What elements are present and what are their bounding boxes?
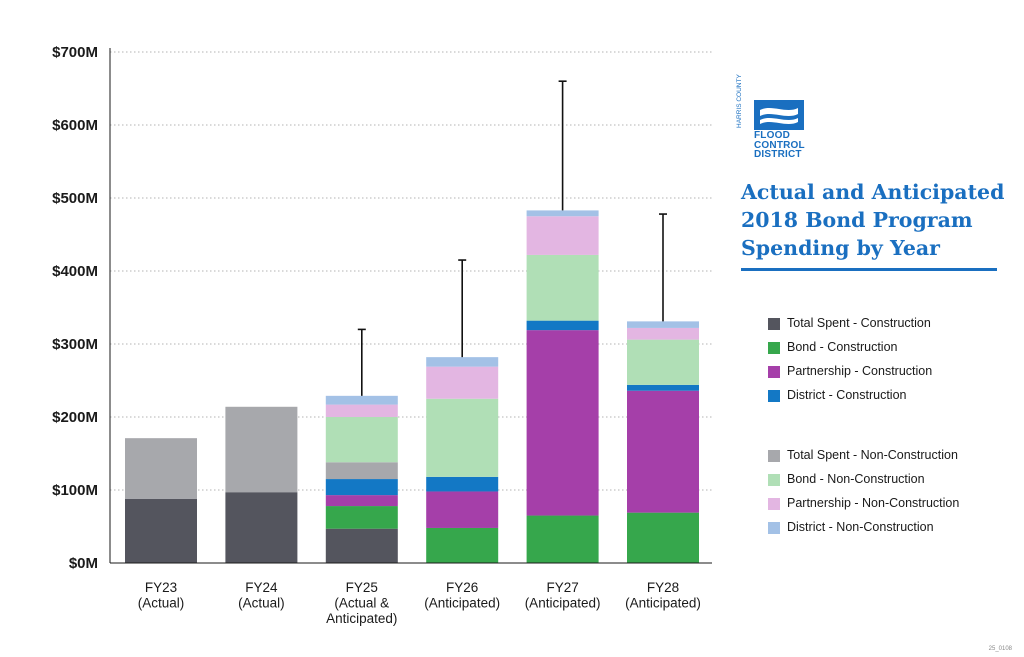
bar-segment xyxy=(225,406,298,493)
bar-segment xyxy=(325,479,398,496)
logo-wordmark: FLOOD CONTROL DISTRICT xyxy=(754,130,805,160)
bar-segment xyxy=(426,527,499,563)
bar-segment xyxy=(627,390,699,513)
title-divider xyxy=(741,268,997,271)
legend-label: Total Spent - Non-Construction xyxy=(787,448,958,462)
bar-segment xyxy=(426,491,499,528)
bar-chart: $0M $100M $200M $300M $400M $500M $600M $700M FY… xyxy=(52,44,712,626)
legend-label: Partnership - Construction xyxy=(787,364,933,378)
legend-swatch xyxy=(768,366,780,378)
bar-segment xyxy=(426,357,499,367)
bar-segment xyxy=(526,515,599,563)
bar-segment xyxy=(325,495,398,507)
legend-swatch xyxy=(768,390,780,402)
bar-segment xyxy=(325,462,398,480)
bar-segment xyxy=(627,339,699,385)
legend-swatch xyxy=(768,450,780,462)
bar-segment xyxy=(325,506,398,529)
logo-county-text: HARRIS COUNTY xyxy=(736,74,743,128)
bar-segment xyxy=(325,417,398,463)
bar-segment xyxy=(325,404,398,417)
y-tick-label: $400M xyxy=(52,263,98,280)
legend-swatch xyxy=(768,498,780,510)
x-tick-label: FY25 (Actual & Anticipated) xyxy=(326,580,397,626)
bar-segment xyxy=(627,512,699,563)
legend-label: Partnership - Non-Construction xyxy=(787,496,960,510)
legend-label: District - Construction xyxy=(787,388,907,402)
bar-segment xyxy=(526,210,599,217)
legend-swatch xyxy=(768,342,780,354)
bar-segment xyxy=(526,216,599,255)
y-tick-label: $200M xyxy=(52,409,98,426)
bar-segment xyxy=(627,327,699,340)
y-tick-label: $700M xyxy=(52,44,98,61)
y-tick-label: $300M xyxy=(52,336,98,353)
legend-label: Bond - Construction xyxy=(787,340,898,354)
bar-segment xyxy=(325,395,398,405)
x-tick-label: FY28 (Anticipated) xyxy=(625,580,701,611)
bar-segment xyxy=(526,320,599,331)
legend-label: Bond - Non-Construction xyxy=(787,472,925,486)
bar-segment xyxy=(526,254,599,321)
x-tick-label: FY23 (Actual) xyxy=(138,580,185,611)
bar-segment xyxy=(426,366,499,399)
chart-title: Actual and Anticipated 2018 Bond Program… xyxy=(741,180,1005,260)
x-tick-label: FY26 (Anticipated) xyxy=(424,580,500,611)
y-tick-label: $600M xyxy=(52,117,98,134)
flood-control-logo-icon xyxy=(742,100,804,170)
bar-segment xyxy=(225,492,298,563)
y-tick-label: $0M xyxy=(69,555,98,572)
legend-label: Total Spent - Construction xyxy=(787,316,931,330)
x-tick-label: FY27 (Anticipated) xyxy=(525,580,601,611)
bar-segment xyxy=(426,476,499,492)
legend-label: District - Non-Construction xyxy=(787,520,934,534)
legend-swatch xyxy=(768,522,780,534)
legend-swatch xyxy=(768,474,780,486)
bar-segment xyxy=(325,528,398,563)
y-tick-label: $100M xyxy=(52,482,98,499)
bar-segment xyxy=(526,330,599,516)
footer-code: 25_0108 xyxy=(988,646,1012,652)
x-tick-label: FY24 (Actual) xyxy=(238,580,285,611)
legend-swatch xyxy=(768,318,780,330)
bar-segment xyxy=(125,438,197,499)
bar-segment xyxy=(627,384,699,391)
bar-segment xyxy=(627,321,699,328)
bar-segment xyxy=(125,498,197,563)
bar-segment xyxy=(426,398,499,477)
y-tick-label: $500M xyxy=(52,190,98,207)
